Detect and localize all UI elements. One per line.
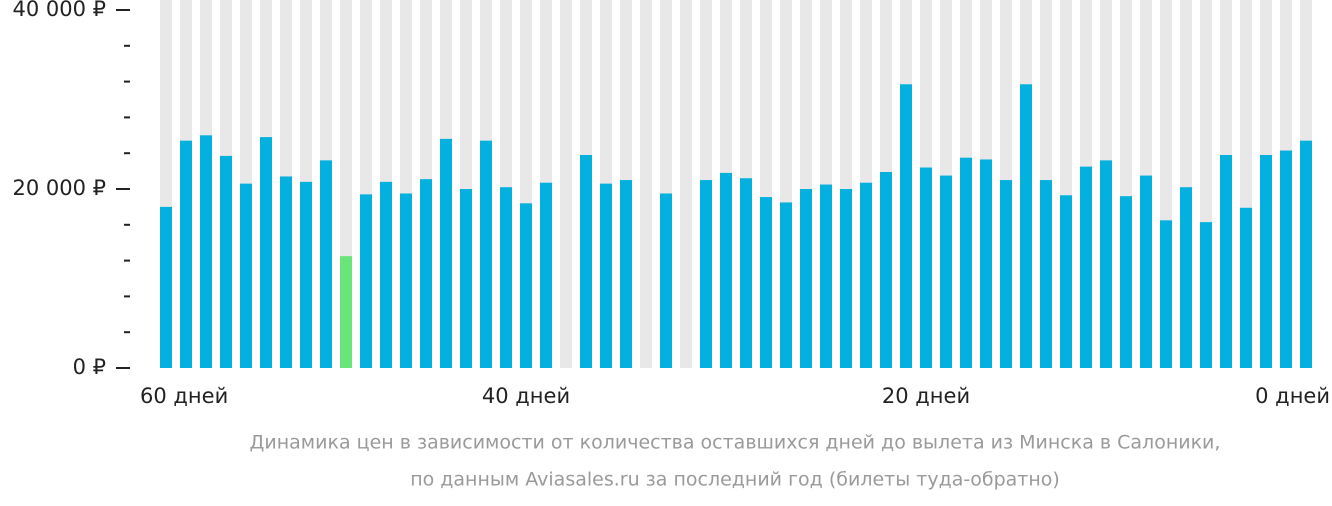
bar bbox=[500, 187, 512, 368]
bar bbox=[460, 189, 472, 368]
bar bbox=[600, 183, 612, 368]
bar bbox=[760, 197, 772, 368]
bar bbox=[840, 189, 852, 368]
caption: по данным Aviasales.ru за последний год … bbox=[410, 469, 1060, 491]
bar bbox=[960, 157, 972, 368]
y-tick-label: 20 000 ₽ bbox=[12, 176, 106, 200]
column-background bbox=[560, 0, 572, 368]
bar bbox=[360, 194, 372, 368]
bar bbox=[1060, 195, 1072, 368]
bar bbox=[280, 176, 292, 368]
bar bbox=[1200, 222, 1212, 368]
x-tick-label: 60 дней bbox=[140, 384, 228, 408]
bar bbox=[420, 179, 432, 368]
bar bbox=[340, 256, 352, 368]
bar bbox=[1000, 180, 1012, 368]
bar bbox=[700, 180, 712, 368]
caption: Динамика цен в зависимости от количества… bbox=[250, 432, 1221, 454]
bar bbox=[800, 189, 812, 368]
bar bbox=[1080, 166, 1092, 368]
bar bbox=[1300, 140, 1312, 368]
bar bbox=[1040, 180, 1052, 368]
bar bbox=[720, 172, 732, 368]
bar bbox=[900, 84, 912, 368]
bar bbox=[1160, 220, 1172, 368]
bar bbox=[1260, 154, 1272, 368]
bar bbox=[1100, 160, 1112, 368]
bar bbox=[520, 203, 532, 368]
bar bbox=[880, 171, 892, 368]
bar bbox=[320, 160, 332, 368]
bar bbox=[1220, 154, 1232, 368]
bar bbox=[1140, 175, 1152, 368]
y-tick-label: 0 ₽ bbox=[73, 355, 106, 379]
bar bbox=[540, 182, 552, 368]
bar bbox=[300, 181, 312, 368]
bar bbox=[660, 193, 672, 368]
bar bbox=[940, 175, 952, 368]
bar bbox=[260, 137, 272, 368]
bar bbox=[780, 202, 792, 368]
bar bbox=[180, 140, 192, 368]
bar bbox=[440, 138, 452, 368]
x-tick-label: 20 дней bbox=[882, 384, 970, 408]
bar bbox=[980, 159, 992, 368]
column-background bbox=[640, 0, 652, 368]
x-tick-label: 0 дней bbox=[1255, 384, 1330, 408]
bar bbox=[820, 184, 832, 368]
bar bbox=[1240, 207, 1252, 368]
bar bbox=[380, 181, 392, 368]
bar bbox=[1120, 196, 1132, 368]
bar bbox=[860, 182, 872, 368]
x-tick-label: 40 дней bbox=[482, 384, 570, 408]
y-tick-label: 40 000 ₽ bbox=[12, 0, 106, 21]
bar bbox=[220, 155, 232, 368]
bar bbox=[1280, 150, 1292, 368]
bar bbox=[740, 178, 752, 368]
bar bbox=[1180, 187, 1192, 368]
column-background bbox=[680, 0, 692, 368]
bar bbox=[920, 167, 932, 368]
bar bbox=[240, 183, 252, 368]
bar bbox=[160, 206, 172, 368]
bar bbox=[200, 135, 212, 368]
bar bbox=[480, 140, 492, 368]
bar bbox=[620, 180, 632, 368]
bar bbox=[400, 193, 412, 368]
bar bbox=[1020, 84, 1032, 368]
bar bbox=[580, 154, 592, 368]
